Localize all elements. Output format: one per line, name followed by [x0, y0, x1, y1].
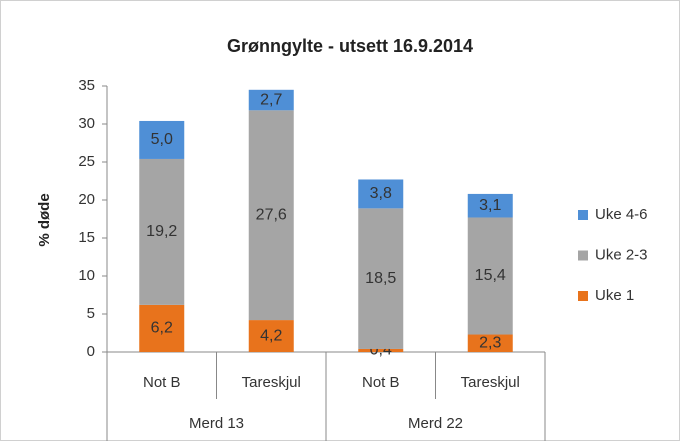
value-label: 18,5 — [365, 270, 396, 287]
y-tick-label: 15 — [78, 229, 95, 246]
bar-segment — [467, 334, 513, 352]
bar-segment — [358, 179, 404, 209]
legend-swatch — [578, 250, 588, 261]
bar-segment — [139, 120, 185, 159]
value-label: 4,2 — [260, 327, 282, 344]
bar-segment — [467, 217, 513, 335]
value-label: 19,2 — [146, 223, 177, 240]
value-label: 6,2 — [151, 320, 173, 337]
y-tick-label: 5 — [87, 305, 95, 322]
y-tick-label: 35 — [78, 77, 95, 94]
bar-segment — [248, 89, 294, 111]
value-label: 2,7 — [260, 91, 282, 108]
value-label: 2,3 — [479, 334, 501, 351]
chart-title: Grønngylte - utsett 16.9.2014 — [227, 36, 473, 56]
group-label: Merd 22 — [408, 415, 463, 432]
legend-label: Uke 4-6 — [595, 206, 648, 223]
legend-swatch — [578, 291, 588, 301]
y-axis-title: % døde — [36, 193, 53, 246]
y-tick-label: 30 — [78, 115, 95, 132]
bar-segment — [139, 304, 185, 352]
x-tick-label: Not B — [362, 374, 400, 391]
legend-label: Uke 1 — [595, 287, 634, 304]
bar-segment — [467, 193, 513, 218]
x-tick-label: Tareskjul — [242, 374, 301, 391]
bar-segment — [139, 158, 185, 305]
x-tick-label: Tareskjul — [461, 374, 520, 391]
bar-segment — [248, 320, 294, 352]
value-label: 3,8 — [370, 185, 392, 202]
value-label: 5,0 — [151, 131, 173, 148]
legend-label: Uke 2-3 — [595, 246, 648, 263]
legend-swatch — [578, 210, 588, 220]
y-tick-label: 25 — [78, 153, 95, 170]
bar-segment — [358, 348, 404, 352]
x-tick-label: Not B — [143, 374, 181, 391]
y-tick-label: 20 — [78, 191, 95, 208]
y-tick-label: 0 — [87, 343, 95, 360]
group-label: Merd 13 — [189, 415, 244, 432]
y-tick-label: 10 — [78, 267, 95, 284]
bar-segment — [358, 208, 404, 349]
value-label: 3,1 — [479, 197, 501, 214]
value-label: 27,6 — [256, 206, 287, 223]
value-label: 15,4 — [475, 267, 506, 284]
bar-segment — [248, 110, 294, 321]
